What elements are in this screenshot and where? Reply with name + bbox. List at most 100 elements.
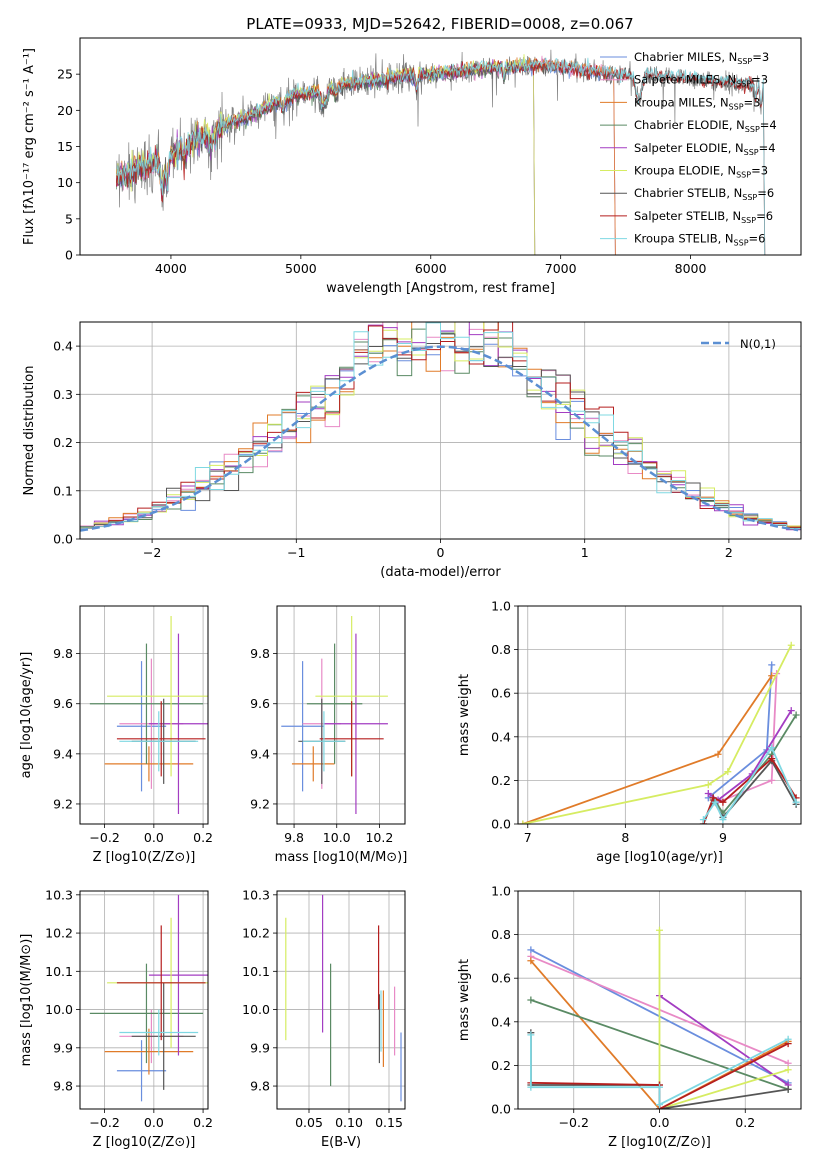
weight-line [658,994,789,1086]
panel-mass_vs_ebv: 0.05 0.10 0.15 9.8 9.9 10.0 10.1 10.2 10.3 E(B-V) [242,887,406,1150]
weight-marker [768,755,776,763]
y-tick-label: 1.0 [491,884,511,899]
weight-marker [719,816,727,824]
grid-age_vs_Z [80,606,208,824]
plot-area-age_vs_mass [281,616,388,814]
point-salpeter-elodie [323,633,388,814]
y-tick-label: 0.0 [53,532,73,547]
x-tick-label: 4000 [155,261,187,276]
weight-marker [709,794,717,802]
x-axis-label: Z [log10(Z/Z⊙)] [93,1135,196,1150]
plot-area-residuals [80,322,801,532]
weight-marker [656,926,663,934]
point-chabrier-miles [116,1040,167,1102]
histogram-kroupa-stelib [80,322,801,530]
x-tick-label: 1 [581,545,589,560]
legend-label: N(0,1) [740,337,776,351]
panel-weight_vs_age: 7 8 9 0.0 0.2 0.4 0.6 0.8 1.0 age [log10(age/yr)]… [457,599,802,865]
grid-weight_vs_age [518,605,801,825]
weight-marker [714,750,722,758]
point-chabrier-stelib [131,982,196,1090]
weight-line [530,960,789,1109]
x-tick-label: 6000 [415,261,447,276]
legend-label: Chabrier MILES, NSSP=3 [634,50,769,66]
plot-area-age_vs_Z [89,616,208,814]
y-tick-label: 1.0 [491,599,511,614]
y-axis-label: Flux [fλ10⁻¹⁷ erg cm⁻² s⁻¹ A⁻¹] [22,48,37,245]
panel-spectrum: 4000 5000 6000 7000 8000 0 5 10 15 20 25 wavelength… [22,37,802,296]
y-tick-label: 0.1 [53,483,73,498]
y-tick-label: 0.0 [491,817,511,832]
y-tick-label: 0.4 [491,1014,511,1029]
weight-marker [527,957,535,965]
x-tick-label: −0.2 [89,830,119,845]
weight-marker [724,768,732,776]
point-kroupa-elodie [107,616,208,777]
x-axis-label: (data-model)/error [380,565,501,580]
x-tick-label: 0.2 [193,830,213,845]
model-spectrum-chabrier-miles [116,61,616,255]
point-kroupa-stelib [302,711,346,772]
weight-marker [527,1031,535,1039]
grid-age_vs_mass [277,606,405,824]
point-chabrier-elodie [89,643,204,764]
x-tick-label: 0.0 [144,1115,164,1130]
x-tick-label: 8 [621,830,629,845]
model-spectrum-salpeter-miles [116,55,616,255]
y-tick-label: 10.3 [45,887,73,902]
x-tick-label: 0 [437,545,445,560]
legend-label: Salpeter STELIB, NSSP=6 [634,209,773,225]
model-spectrum-chabrier-elodie [116,61,536,255]
axes-frame [276,890,406,1110]
x-tick-label: 2 [725,545,733,560]
plot-area-mass_vs_ebv [285,894,402,1102]
y-tick-label: 0 [65,248,73,263]
x-tick-label: −2 [143,545,161,560]
histogram-kroupa-elodie [80,322,801,528]
weight-marker [704,789,712,797]
y-tick-label: 0.2 [53,435,73,450]
y-tick-label: 10.0 [242,1002,270,1017]
legend-label: Salpeter ELODIE, NSSP=4 [634,141,776,157]
x-tick-label: −0.2 [89,1115,119,1130]
weight-marker [792,798,800,806]
grid-mass_vs_ebv [277,891,405,1109]
point-chabrier-miles [116,661,167,792]
y-tick-label: 0.8 [491,927,511,942]
x-tick-label: 8000 [675,261,707,276]
x-tick-label: 9 [719,830,727,845]
weight-marker [784,1085,792,1093]
x-axis-label: E(B-V) [321,1135,361,1150]
y-axis-label: mass [log10(M/M⊙)] [19,934,34,1067]
plot-area-weight_vs_age [519,641,800,824]
legend: N(0,1) [701,337,776,351]
y-axis-label: mass weight [457,674,472,756]
weight-marker [711,798,719,806]
y-tick-label: 9.8 [250,1079,270,1094]
y-tick-label: 10.1 [45,964,73,979]
y-tick-label: 10.2 [45,926,73,941]
x-axis-label: wavelength [Angstrom, rest frame] [326,281,555,296]
x-tick-label: 0.2 [193,1115,213,1130]
y-tick-label: 0.6 [491,971,511,986]
weight-marker [656,1101,663,1109]
weight-marker [784,1066,792,1074]
y-tick-label: 20 [57,103,73,118]
normal-curve [80,345,799,532]
weight-marker [527,996,535,1004]
x-tick-label: 0.05 [295,1115,323,1130]
y-tick-label: 0.4 [53,339,73,354]
y-tick-label: 5 [65,211,73,226]
axes-frame [517,890,802,1110]
series-kroupa-elodie [656,926,792,1109]
y-tick-label: 0.2 [491,773,511,788]
x-tick-label: −0.2 [559,1115,589,1130]
y-tick-label: 0.4 [491,729,511,744]
point-salpeter-stelib [319,701,384,777]
panel-age_vs_Z: −0.2 0.0 0.2 9.2 9.4 9.6 9.8 Z [log10(Z/Z⊙)] age… [19,605,213,865]
y-tick-label: 9.2 [53,796,73,811]
weight-marker [768,672,776,680]
point-kroupa-stelib [119,1009,199,1056]
x-tick-label: 10.2 [365,830,393,845]
